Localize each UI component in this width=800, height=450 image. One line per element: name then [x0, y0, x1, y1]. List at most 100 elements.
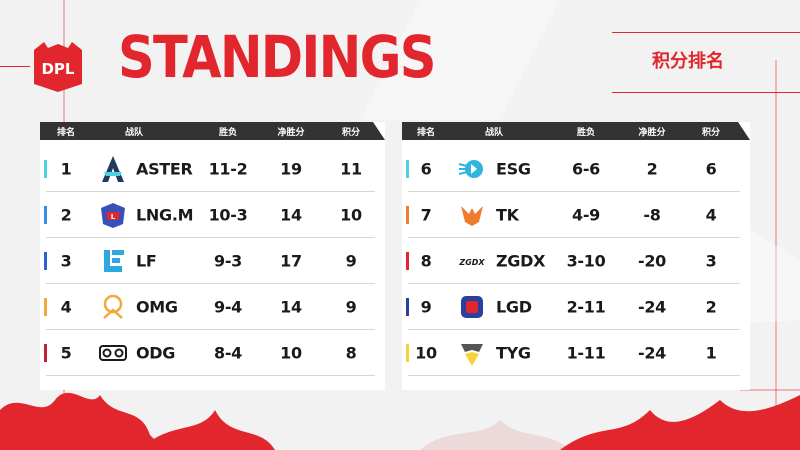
rank-value: 4	[60, 297, 72, 316]
rank-accent-bar	[44, 344, 47, 362]
table-row: 1 ASTER 11-2 19 11	[44, 146, 375, 192]
rank-value: 8	[420, 251, 432, 270]
dpl-logo: DPL	[34, 42, 82, 92]
lgd-logo-icon	[457, 292, 487, 322]
net-points-value: 17	[280, 251, 302, 270]
rank-accent-bar	[44, 298, 47, 316]
tk-logo-icon	[457, 200, 487, 230]
zgdx-logo-icon: ZGDX	[457, 246, 487, 276]
dpl-logo-text: DPL	[41, 60, 74, 78]
record-value: 10-3	[208, 205, 248, 224]
rank-value: 2	[60, 205, 72, 224]
points-value: 9	[345, 297, 357, 316]
table-row: 5 ODG 8-4 10 8	[44, 330, 375, 376]
rank-value: 5	[60, 343, 72, 362]
header-line	[612, 92, 800, 93]
net-points-value: 14	[280, 297, 302, 316]
record-value: 11-2	[208, 159, 248, 178]
rank-value: 1	[60, 159, 72, 178]
col-rank: 排名	[416, 128, 436, 138]
team-name: LF	[136, 251, 157, 270]
record-value: 9-4	[213, 297, 243, 316]
rank-accent-bar	[406, 160, 409, 178]
svg-text:L: L	[111, 213, 116, 221]
points-value: 4	[705, 205, 717, 224]
rank-accent-bar	[406, 344, 409, 362]
col-team: 战队	[484, 128, 504, 138]
rank-value: 6	[420, 159, 432, 178]
odg-logo-icon	[98, 338, 128, 368]
record-value: 3-10	[566, 251, 606, 270]
team-name: TK	[496, 205, 519, 224]
points-value: 11	[340, 159, 362, 178]
team-name: LNG.M	[136, 205, 194, 224]
record-value: 2-11	[566, 297, 606, 316]
col-record: 胜负	[218, 128, 238, 138]
col-rank: 排名	[56, 128, 76, 138]
lf-logo-icon	[98, 246, 128, 276]
rank-accent-bar	[44, 160, 47, 178]
esg-logo-icon	[457, 154, 487, 184]
net-points-value: -20	[637, 251, 667, 270]
team-name: ODG	[136, 343, 176, 362]
col-points: 积分	[341, 128, 361, 138]
rank-accent-bar	[406, 252, 409, 270]
header-line	[0, 66, 30, 67]
omg-logo-icon	[98, 292, 128, 322]
zgdx-logo-mark: ZGDX	[458, 258, 485, 267]
rank-value: 7	[420, 205, 432, 224]
net-points-value: 10	[280, 343, 302, 362]
standings-table-right: 排名 战队 胜负 净胜分 积分 6 ESG 6-6 2 6 7 TK 4-9 -8 4 8 ZGDX Z…	[402, 122, 750, 390]
rank-value: 9	[420, 297, 432, 316]
net-points-value: -24	[637, 343, 667, 362]
table-row: 8 ZGDX ZGDX 3-10 -20 3	[406, 238, 740, 284]
col-net: 净胜分	[638, 128, 666, 138]
net-points-value: 2	[646, 159, 658, 178]
col-points: 积分	[701, 128, 721, 138]
table-row: 2 L LNG.M 10-3 14 10	[44, 192, 375, 238]
table-header: 排名 战队 胜负 净胜分 积分	[402, 122, 750, 140]
table-row: 7 TK 4-9 -8 4	[406, 192, 740, 238]
table-row: 6 ESG 6-6 2 6	[406, 146, 740, 192]
team-name: ASTER	[136, 159, 193, 178]
page-title: STANDINGS	[118, 23, 436, 91]
points-value: 1	[705, 343, 717, 362]
team-name: TYG	[496, 343, 531, 362]
page-subtitle: 积分排名	[652, 51, 724, 72]
team-name: ZGDX	[496, 251, 546, 270]
rank-accent-bar	[44, 252, 47, 270]
tyg-logo-icon	[457, 338, 487, 368]
aster-logo-icon	[98, 154, 128, 184]
points-value: 9	[345, 251, 357, 270]
header-line	[612, 32, 800, 33]
points-value: 6	[705, 159, 717, 178]
record-value: 9-3	[213, 251, 243, 270]
record-value: 6-6	[571, 159, 601, 178]
table-row: 3 LF 9-3 17 9	[44, 238, 375, 284]
net-points-value: -8	[643, 205, 661, 224]
team-name: ESG	[496, 159, 531, 178]
record-value: 1-11	[566, 343, 606, 362]
points-value: 10	[340, 205, 362, 224]
team-name: LGD	[496, 297, 532, 316]
standings-table-left: 排名 战队 胜负 净胜分 积分 1 ASTER 11-2 19 11 2 L LNG.M 10-…	[40, 122, 385, 390]
net-points-value: 19	[280, 159, 302, 178]
rank-accent-bar	[406, 298, 409, 316]
points-value: 8	[345, 343, 357, 362]
table-row: 10 TYG 1-11 -24 1	[406, 330, 740, 376]
flame-decoration	[0, 392, 800, 450]
table-row: 9 LGD 2-11 -24 2	[406, 284, 740, 330]
rank-value: 10	[415, 343, 437, 362]
col-team: 战队	[124, 128, 144, 138]
table-row: 4 OMG 9-4 14 9	[44, 284, 375, 330]
record-value: 8-4	[213, 343, 243, 362]
record-value: 4-9	[571, 205, 601, 224]
rank-accent-bar	[44, 206, 47, 224]
points-value: 2	[705, 297, 717, 316]
rank-accent-bar	[406, 206, 409, 224]
table-header: 排名 战队 胜负 净胜分 积分	[40, 122, 385, 140]
points-value: 3	[705, 251, 717, 270]
net-points-value: -24	[637, 297, 667, 316]
col-net: 净胜分	[277, 128, 305, 138]
rank-value: 3	[60, 251, 72, 270]
